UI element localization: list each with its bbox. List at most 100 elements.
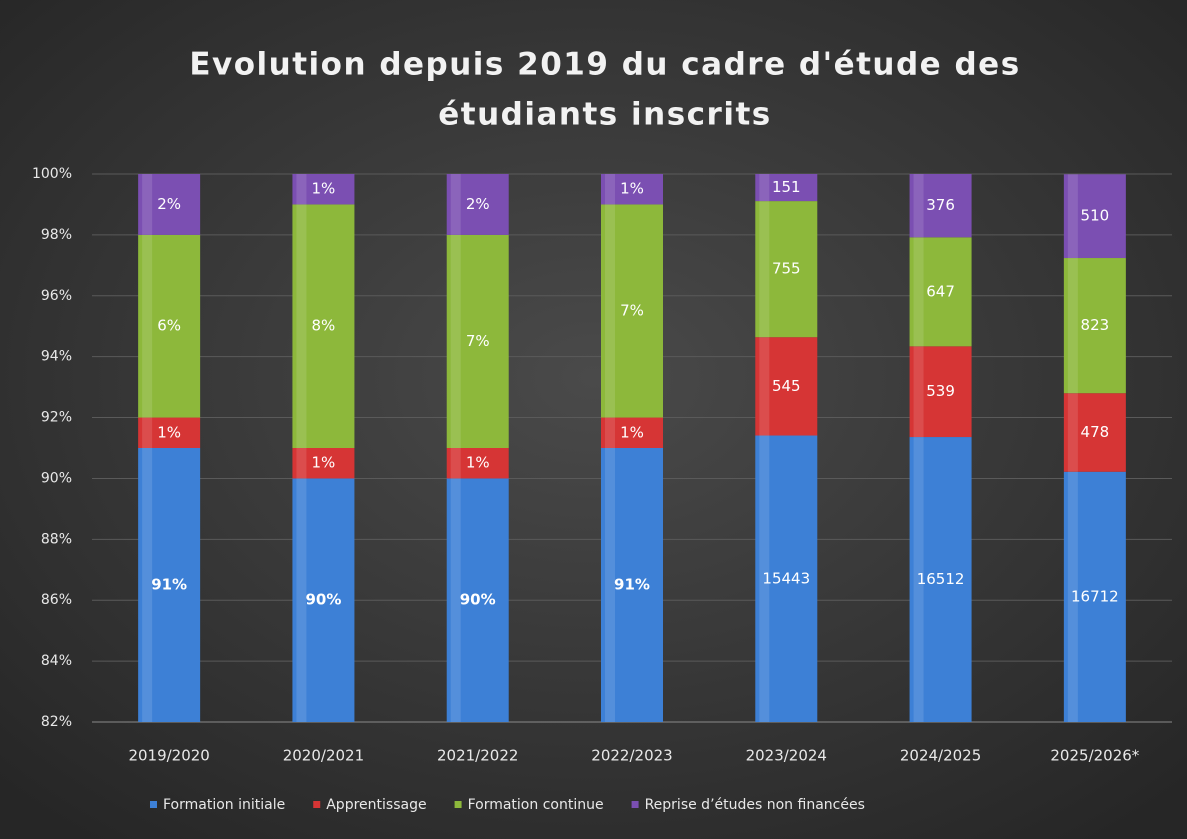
data-label: 2%: [157, 195, 181, 213]
y-tick-label: 96%: [41, 288, 72, 304]
data-label: 151: [772, 178, 801, 196]
bar-segment: [909, 237, 972, 347]
y-tick-label: 92%: [41, 410, 72, 426]
data-label: 823: [1081, 316, 1110, 334]
data-label: 91%: [151, 576, 187, 594]
data-label: 539: [926, 382, 955, 400]
bar-segment: [601, 417, 663, 448]
data-label: 2%: [466, 195, 490, 213]
bar-highlight: [450, 174, 461, 235]
legend-label: Formation continue: [468, 797, 604, 813]
bar-highlight: [142, 417, 153, 448]
legend-swatch: [313, 801, 321, 808]
data-label: 1%: [466, 454, 490, 472]
data-label: 90%: [460, 591, 496, 609]
bar-segment: [138, 234, 201, 418]
bar-segment: [446, 478, 509, 722]
legend-label: Formation initiale: [163, 797, 285, 813]
bar-highlight: [605, 417, 615, 448]
data-label: 15443: [762, 569, 810, 587]
data-label: 7%: [466, 332, 490, 350]
bar-segment: [446, 174, 509, 235]
x-tick-label: 2025/2026*: [1050, 747, 1139, 765]
bar-highlight: [605, 174, 615, 205]
data-label: 545: [772, 377, 801, 395]
bar-highlight: [450, 234, 461, 448]
bar-segment: [909, 174, 972, 238]
y-tick-label: 98%: [41, 227, 72, 243]
data-label: 1%: [157, 423, 181, 441]
bar-highlight: [759, 201, 770, 338]
bar-segment: [755, 174, 818, 202]
bar-segment: [755, 435, 818, 722]
bar-highlight: [1067, 393, 1078, 472]
bar-highlight: [759, 337, 770, 436]
bar-highlight: [296, 448, 307, 479]
bar-segment: [1063, 393, 1126, 472]
bar-segment: [601, 174, 663, 205]
legend-swatch: [631, 801, 639, 808]
data-label: 90%: [305, 591, 341, 609]
data-label: 1%: [620, 423, 644, 441]
bar-highlight: [142, 174, 153, 235]
bar-highlight: [142, 234, 153, 418]
data-label: 647: [926, 282, 955, 300]
y-tick-label: 90%: [41, 470, 72, 486]
bar-segment: [446, 448, 509, 479]
bar-segment: [1063, 174, 1126, 259]
data-label: 1%: [312, 180, 336, 198]
data-label: 755: [772, 260, 801, 278]
bar-segment: [138, 417, 201, 448]
y-tick-label: 100%: [32, 166, 72, 182]
x-tick-label: 2019/2020: [128, 747, 209, 765]
bar-segment: [1063, 258, 1126, 394]
bar-segment: [138, 174, 201, 235]
data-label: 376: [926, 196, 955, 214]
bar-highlight: [296, 204, 307, 448]
data-label: 16512: [917, 570, 965, 588]
bar-segment: [909, 346, 972, 438]
chart-title: étudiants inscrits: [438, 97, 772, 133]
bar-highlight: [296, 174, 307, 205]
bar-segment: [1063, 471, 1126, 722]
chart-title: Evolution depuis 2019 du cadre d'étude d…: [189, 47, 1020, 83]
bar-segment: [601, 448, 663, 722]
bar-highlight: [450, 448, 461, 479]
bar-segment: [138, 448, 201, 722]
data-label: 16712: [1071, 587, 1119, 605]
data-label: 6%: [157, 317, 181, 335]
bar-highlight: [759, 435, 770, 722]
y-tick-label: 94%: [41, 349, 72, 365]
bar-highlight: [450, 478, 461, 722]
bar-highlight: [605, 448, 615, 722]
data-label: 8%: [312, 317, 336, 335]
y-tick-label: 88%: [41, 531, 72, 547]
data-label: 1%: [620, 180, 644, 198]
bar-segment: [601, 204, 663, 418]
x-tick-label: 2023/2024: [746, 747, 827, 765]
x-tick-label: 2021/2022: [437, 747, 518, 765]
bar-highlight: [1067, 258, 1078, 394]
y-tick-label: 82%: [41, 714, 72, 730]
bar-highlight: [1067, 471, 1078, 722]
x-tick-label: 2022/2023: [591, 747, 672, 765]
bar-segment: [292, 478, 355, 722]
bar-segment: [909, 437, 972, 722]
bar-segment: [446, 234, 509, 448]
bar-highlight: [1067, 174, 1078, 259]
bar-segment: [292, 448, 355, 479]
bar-segment: [755, 337, 818, 436]
legend-swatch: [454, 801, 462, 808]
bar-highlight: [605, 204, 615, 418]
bar-segment: [755, 201, 818, 338]
bar-highlight: [913, 237, 924, 347]
legend-swatch: [150, 801, 157, 808]
bar-segment: [292, 204, 355, 448]
data-label: 1%: [312, 454, 336, 472]
y-tick-label: 86%: [41, 592, 72, 608]
x-tick-label: 2020/2021: [283, 747, 364, 765]
data-label: 510: [1081, 207, 1110, 225]
bar-highlight: [759, 174, 770, 202]
data-label: 478: [1081, 423, 1110, 441]
bar-highlight: [913, 437, 924, 722]
